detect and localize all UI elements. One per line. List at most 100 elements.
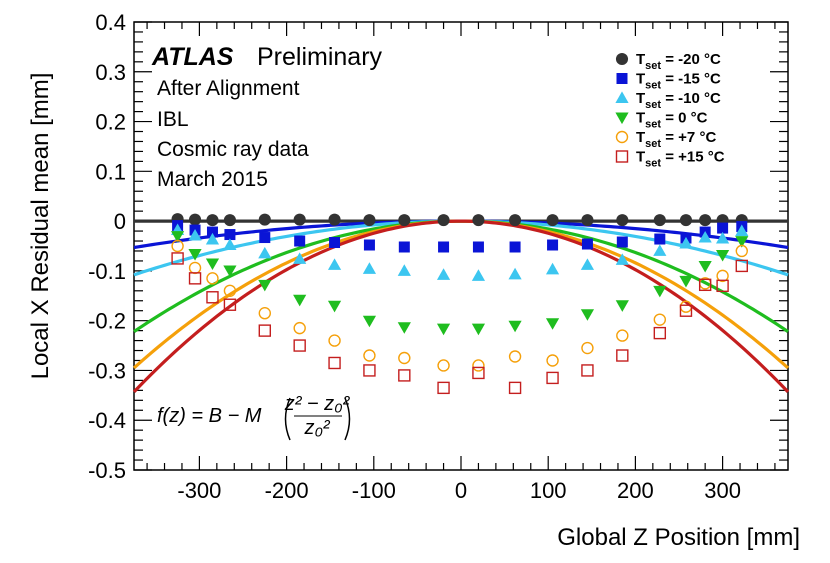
data-point [545,262,560,275]
data-point [735,224,749,237]
y-tick-label: -0.1 [88,259,126,284]
y-tick-label: 0.1 [95,159,126,184]
legend-entry-label: Tset = +7 °C [636,129,716,150]
data-point [363,214,376,227]
data-point [546,371,559,385]
data-point [616,329,629,342]
x-tick-label: 200 [617,478,654,503]
data-point [471,269,486,281]
axis-tick-labels: -300 -200 -100 0 100 200 300 0.4 0.3 0.2 0.1 0 -0.1 -… [88,10,741,503]
data-point [615,253,629,265]
data-point [545,318,560,330]
data-point [328,213,341,226]
data-point [547,239,559,251]
data-point [397,264,411,276]
data-point [437,381,450,395]
data-point [223,265,237,277]
legend-marker [615,150,629,163]
data-point [294,235,306,247]
data-point [735,259,748,273]
annotation-block: ATLAS Preliminary After Alignment IBL Co… [151,43,383,191]
data-point [509,241,521,253]
legend-entry-label: Tset = -15 °C [636,71,721,92]
data-point [188,213,202,226]
data-point [258,279,272,292]
data-point [616,214,629,227]
data-point [223,214,236,227]
data-point [735,244,748,258]
legend-marker [615,130,629,144]
data-point [472,359,485,372]
annotation-line-3: Cosmic ray data [157,138,309,161]
data-point [653,244,667,256]
fit-curves [132,219,790,393]
y-tick-label: -0.2 [88,309,126,334]
data-point [293,321,306,335]
data-point [679,214,693,227]
data-point [258,307,271,320]
data-point [362,262,377,274]
data-point [653,313,667,326]
legend-entry-label: Tset = 0 °C [636,110,708,131]
formula-lhs: f(z) = B − M [157,405,262,427]
data-point [508,381,522,395]
data-point [188,249,202,261]
data-point [472,214,485,227]
data-point [679,275,693,288]
data-point [698,230,712,243]
data-point [436,268,451,280]
data-point [616,236,628,248]
data-point [472,366,485,380]
data-point [258,213,271,226]
fit-formula: f(z) = B − M z² − z₀² z₀² [157,393,351,441]
data-point [206,214,219,227]
x-tick-label: 100 [530,478,567,503]
data-point [653,214,666,227]
y-tick-label: 0.2 [95,110,126,135]
legend-entry-label: Tset = -10 °C [636,90,721,111]
data-point [654,233,666,245]
data-point [580,309,595,321]
data-point [580,258,595,270]
data-point [398,241,410,253]
data-point [546,214,559,227]
data-point [581,238,593,250]
data-point [472,241,484,253]
data-point [735,236,749,248]
x-tick-label: -200 [265,478,309,503]
data-point [363,239,375,251]
data-point [398,351,411,365]
data-point [327,300,342,313]
data-point [363,349,376,362]
x-tick-label: 0 [455,478,467,503]
data-point [206,226,218,238]
legend-marker [615,52,629,66]
data-point [698,278,712,292]
data-point [206,272,219,285]
annotation-line-2: IBL [157,108,189,131]
data-point [329,237,341,249]
data-point [171,252,184,265]
data-point [438,241,450,253]
x-tick-label: -100 [352,478,396,503]
data-point [716,250,730,262]
data-point [581,214,594,227]
data-point [509,214,522,227]
annotation-line-1: After Alignment [157,77,300,100]
data-point [327,258,342,270]
data-markers [171,213,749,395]
data-point [471,323,486,336]
data-point [188,272,202,285]
legend-entry-label: Tset = +15 °C [636,149,725,170]
y-tick-label: 0.4 [95,10,126,35]
formula-numerator: z² − z₀² [284,393,351,415]
data-point [679,236,693,249]
data-point [699,214,712,227]
legend-marker [616,73,628,84]
x-tick-label: -300 [177,478,221,503]
data-point [716,279,729,293]
y-axis-label: Local X Residual mean [mm] [27,73,54,380]
data-point [616,349,629,362]
data-point [508,350,522,363]
